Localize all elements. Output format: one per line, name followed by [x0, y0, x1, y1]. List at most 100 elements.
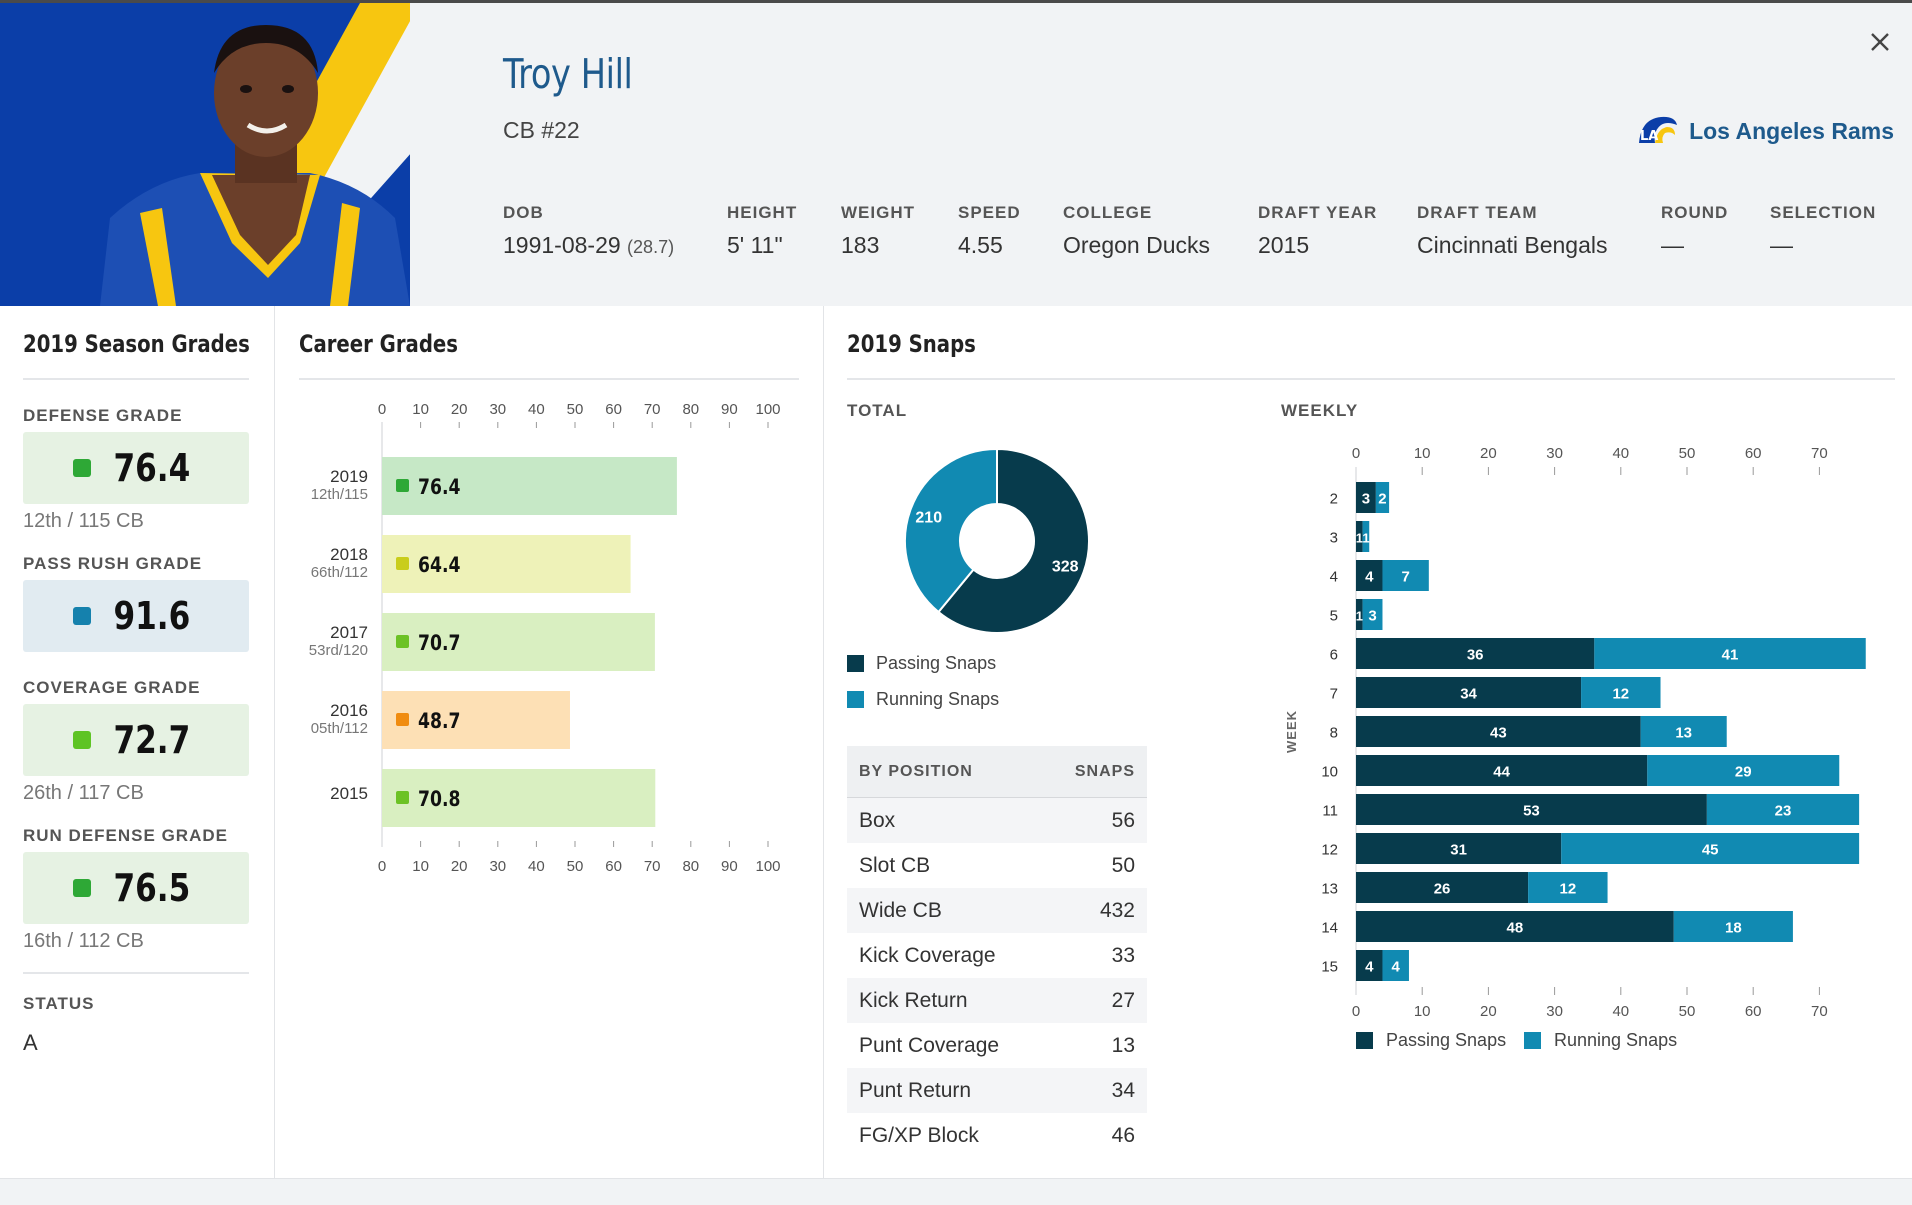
- career-bar-dot: [396, 713, 409, 726]
- weekly-bar-segment: [1673, 911, 1793, 942]
- meta-label-height: HEIGHT: [727, 203, 798, 222]
- weekly-bar-segment: [1356, 677, 1582, 708]
- weekly-label: WEEKLY: [1281, 401, 1359, 420]
- career-axis-tick-bottom: 50: [567, 858, 584, 875]
- player-image: [0, 3, 500, 306]
- weekly-bar-label: 4: [1392, 959, 1401, 976]
- career-axis-tick-top: 90: [721, 401, 738, 418]
- weekly-legend-swatch-running: [1524, 1032, 1541, 1049]
- position-snaps-table: BY POSITION SNAPS Box 56 Slot CB 50 Wide CB 4…: [847, 746, 1147, 1158]
- weekly-legend-swatch-passing: [1356, 1032, 1373, 1049]
- position-name: Kick Coverage: [859, 943, 996, 967]
- career-axis-tick-top: 70: [644, 401, 661, 418]
- pass-rush-grade-label: PASS RUSH GRADE: [23, 554, 203, 573]
- weekly-bar-segment: [1640, 716, 1727, 747]
- weekly-bar-segment: [1356, 950, 1383, 981]
- legend-swatch-running: [847, 691, 864, 708]
- position-snaps: 46: [1111, 1123, 1135, 1147]
- career-bar: [382, 613, 655, 671]
- table-header: BY POSITION SNAPS: [847, 746, 1147, 798]
- week-label: 6: [1330, 647, 1338, 664]
- position-name: Slot CB: [859, 853, 931, 877]
- weekly-bar-segment: [1356, 638, 1595, 669]
- position-snaps: 27: [1111, 988, 1135, 1012]
- run-defense-grade-box: 76.5: [23, 852, 249, 924]
- week-label: 2: [1330, 491, 1338, 508]
- position-snaps: 56: [1111, 808, 1135, 832]
- career-bar-value: 70.7: [418, 630, 460, 655]
- weekly-bar-label: 29: [1735, 764, 1752, 781]
- meta-value-weight: 183: [841, 232, 880, 258]
- pass-rush-grade-value: 91.6: [113, 594, 191, 638]
- grade-dot: [73, 879, 92, 897]
- meta-value-draft-team: Cincinnati Bengals: [1417, 232, 1608, 258]
- weekly-bar-label: 1: [1362, 531, 1369, 546]
- footer-bar: [0, 1178, 1912, 1205]
- week-label: 7: [1330, 686, 1338, 703]
- weekly-axis-tick-top: 0: [1352, 445, 1360, 462]
- grade-dot: [73, 459, 92, 477]
- defense-grade-label: DEFENSE GRADE: [23, 406, 183, 425]
- weekly-axis-tick-bottom: 0: [1352, 1003, 1360, 1020]
- career-year-label: 2017: [330, 623, 368, 642]
- close-button[interactable]: [1860, 22, 1900, 62]
- career-bar-dot: [396, 479, 409, 492]
- weekly-bar-label: 44: [1493, 764, 1510, 781]
- weekly-axis-tick-top: 30: [1546, 445, 1563, 462]
- position-name: Box: [859, 808, 896, 832]
- career-axis-tick-bottom: 0: [378, 858, 386, 875]
- career-axis-tick-top: 0: [378, 401, 386, 418]
- career-bar-value: 64.4: [418, 552, 460, 577]
- career-year-label: 2016: [330, 701, 368, 720]
- weekly-bar-segment: [1356, 560, 1383, 591]
- career-bar-value: 48.7: [418, 708, 460, 733]
- position-name: Wide CB: [859, 898, 942, 922]
- weekly-legend-passing: Passing Snaps: [1386, 1030, 1506, 1050]
- section-divider: [847, 378, 1895, 380]
- position-snaps: 432: [1099, 898, 1135, 922]
- player-name: Troy Hill: [503, 50, 633, 98]
- defense-grade-rank: 12th / 115 CB: [23, 510, 144, 532]
- position-snaps: 50: [1111, 853, 1135, 877]
- donut-slice-label: 210: [915, 510, 942, 527]
- career-bar: [382, 691, 570, 749]
- team-link[interactable]: LA Los Angeles Rams: [1635, 113, 1894, 149]
- weekly-bar-segment: [1356, 872, 1529, 903]
- donut-slice: [904, 447, 998, 614]
- weekly-bar-segment: [1356, 521, 1363, 552]
- team-name: Los Angeles Rams: [1689, 117, 1894, 144]
- career-bar-dot: [396, 635, 409, 648]
- legend-running-label: Running Snaps: [876, 689, 1000, 709]
- weekly-bar-label: 1: [1356, 531, 1363, 546]
- week-label: 11: [1322, 803, 1338, 820]
- weekly-bar-label: 2: [1378, 491, 1386, 508]
- career-bar: [382, 535, 631, 593]
- weekly-bar-segment: [1647, 755, 1840, 786]
- weekly-bar-segment: [1382, 560, 1429, 591]
- meta-label-college: COLLEGE: [1063, 203, 1153, 222]
- career-axis-tick-bottom: 40: [528, 858, 545, 875]
- weekly-bar-segment: [1356, 911, 1674, 942]
- position-name: FG/XP Block: [859, 1123, 979, 1147]
- week-label: 13: [1321, 881, 1338, 898]
- career-axis-tick-top: 50: [567, 401, 584, 418]
- weekly-bar-segment: [1356, 599, 1363, 630]
- weekly-bar-label: 45: [1702, 842, 1719, 859]
- coverage-grade-label: COVERAGE GRADE: [23, 678, 201, 697]
- career-axis-tick-top: 80: [682, 401, 699, 418]
- weekly-bar-label: 12: [1559, 881, 1576, 898]
- weekly-bar-label: 23: [1775, 803, 1792, 820]
- svg-text:LA: LA: [1640, 129, 1658, 144]
- week-label: 3: [1330, 530, 1338, 547]
- week-label: 4: [1330, 569, 1338, 586]
- career-axis-tick-bottom: 10: [412, 858, 429, 875]
- meta-label-weight: WEIGHT: [841, 203, 915, 222]
- career-axis-tick-bottom: 20: [451, 858, 468, 875]
- career-year-label: 2019: [330, 467, 368, 486]
- rams-logo-icon: LA: [1639, 116, 1678, 144]
- weekly-axis-tick-bottom: 50: [1679, 1003, 1696, 1020]
- meta-value-speed: 4.55: [958, 232, 1003, 258]
- table-row: Box 56: [847, 798, 1147, 843]
- status-label: STATUS: [23, 994, 95, 1013]
- table-row: Slot CB 50: [847, 843, 1147, 888]
